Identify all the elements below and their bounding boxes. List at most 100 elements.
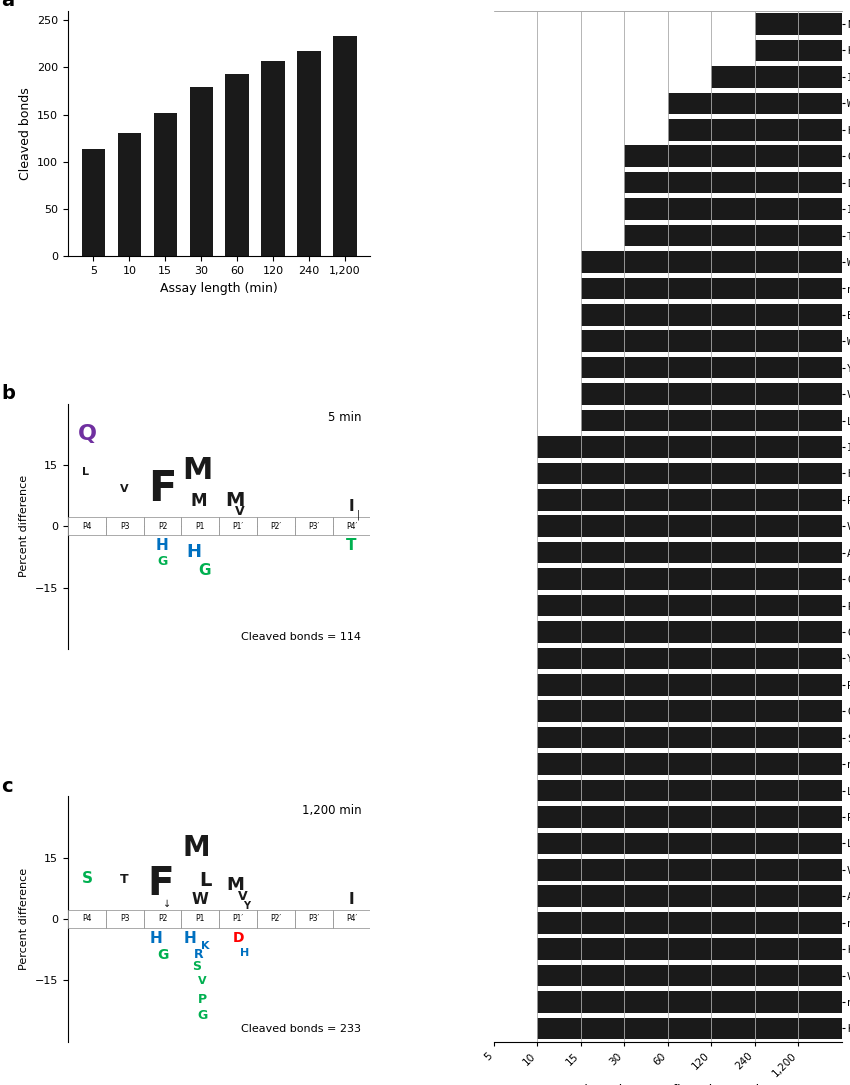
Bar xyxy=(537,515,842,537)
Bar xyxy=(624,225,842,246)
Bar xyxy=(581,357,842,379)
Text: T: T xyxy=(121,873,129,886)
Text: P1′: P1′ xyxy=(233,522,244,531)
Text: P3: P3 xyxy=(120,915,129,923)
FancyBboxPatch shape xyxy=(181,518,219,535)
Text: Y: Y xyxy=(243,901,250,910)
Bar xyxy=(154,113,177,256)
Bar xyxy=(537,965,842,986)
Text: R: R xyxy=(194,947,203,960)
Bar xyxy=(537,462,842,484)
Bar xyxy=(537,595,842,616)
FancyBboxPatch shape xyxy=(68,518,105,535)
Bar xyxy=(537,621,842,642)
Text: a: a xyxy=(2,0,14,10)
Text: M: M xyxy=(182,457,212,485)
Bar xyxy=(537,1018,842,1039)
Bar xyxy=(537,753,842,775)
Text: D: D xyxy=(232,931,244,945)
Bar xyxy=(537,780,842,802)
Text: P1′: P1′ xyxy=(233,915,244,923)
Bar xyxy=(537,885,842,907)
Bar xyxy=(755,40,842,62)
Bar xyxy=(333,36,357,256)
Bar xyxy=(581,330,842,352)
Bar xyxy=(755,13,842,35)
Bar xyxy=(581,278,842,299)
Bar xyxy=(537,806,842,828)
Bar xyxy=(537,939,842,960)
X-axis label: Assay length (min): Assay length (min) xyxy=(161,281,278,294)
Text: c: c xyxy=(2,777,13,795)
Text: Q: Q xyxy=(77,424,96,445)
Text: M: M xyxy=(226,877,244,894)
Text: H: H xyxy=(150,931,162,946)
Bar xyxy=(581,383,842,405)
Text: M: M xyxy=(183,833,210,861)
Text: M: M xyxy=(190,492,207,510)
Bar xyxy=(581,304,842,326)
FancyBboxPatch shape xyxy=(144,518,181,535)
Bar xyxy=(537,859,842,881)
Text: H: H xyxy=(184,931,196,946)
Y-axis label: Percent difference: Percent difference xyxy=(20,475,30,577)
Text: I: I xyxy=(348,499,354,514)
Text: V: V xyxy=(235,505,245,518)
Text: L: L xyxy=(82,468,88,477)
Text: P4: P4 xyxy=(82,915,92,923)
Text: L: L xyxy=(200,871,212,891)
Text: 1,200 min: 1,200 min xyxy=(302,804,361,817)
Bar xyxy=(537,569,842,590)
Text: P1: P1 xyxy=(196,522,205,531)
Bar xyxy=(581,251,842,272)
Text: |: | xyxy=(357,510,360,520)
Bar xyxy=(624,199,842,220)
Bar xyxy=(711,66,842,88)
Text: F: F xyxy=(147,865,174,903)
FancyBboxPatch shape xyxy=(68,910,105,928)
Bar xyxy=(667,119,842,141)
Text: M: M xyxy=(225,490,245,510)
Text: G: G xyxy=(197,1009,207,1022)
Text: K: K xyxy=(201,942,209,952)
Text: P2: P2 xyxy=(158,522,167,531)
Text: P3: P3 xyxy=(120,522,129,531)
Text: F: F xyxy=(148,468,177,510)
FancyBboxPatch shape xyxy=(144,910,181,928)
Text: P1: P1 xyxy=(196,915,205,923)
Text: V: V xyxy=(121,484,129,494)
Text: P: P xyxy=(197,993,207,1006)
Text: V: V xyxy=(238,890,247,903)
Text: P3′: P3′ xyxy=(308,915,320,923)
Bar xyxy=(537,489,842,511)
Text: G: G xyxy=(199,563,211,578)
Y-axis label: Percent difference: Percent difference xyxy=(20,868,30,970)
Bar xyxy=(190,87,212,256)
Bar xyxy=(537,541,842,563)
Text: G: G xyxy=(157,554,167,567)
Text: W: W xyxy=(192,892,209,907)
Text: P2′: P2′ xyxy=(270,522,281,531)
Text: 5 min: 5 min xyxy=(328,411,361,424)
Text: b: b xyxy=(2,384,15,403)
Text: P4′: P4′ xyxy=(346,915,357,923)
FancyBboxPatch shape xyxy=(295,910,332,928)
Y-axis label: Cleaved bonds: Cleaved bonds xyxy=(19,87,31,180)
Text: Cleaved bonds = 233: Cleaved bonds = 233 xyxy=(241,1024,361,1034)
FancyBboxPatch shape xyxy=(181,910,219,928)
Bar xyxy=(298,51,320,256)
Text: H: H xyxy=(241,947,250,958)
FancyBboxPatch shape xyxy=(219,910,257,928)
Bar xyxy=(537,701,842,723)
Bar xyxy=(667,92,842,114)
Text: T: T xyxy=(346,538,357,553)
Text: V: V xyxy=(198,976,207,986)
Bar xyxy=(537,674,842,695)
Bar xyxy=(82,149,105,256)
Text: S: S xyxy=(192,960,201,973)
FancyBboxPatch shape xyxy=(105,518,144,535)
Text: ↓: ↓ xyxy=(163,898,171,908)
Bar xyxy=(537,832,842,854)
Text: P2′: P2′ xyxy=(270,915,281,923)
Text: S: S xyxy=(82,871,93,886)
